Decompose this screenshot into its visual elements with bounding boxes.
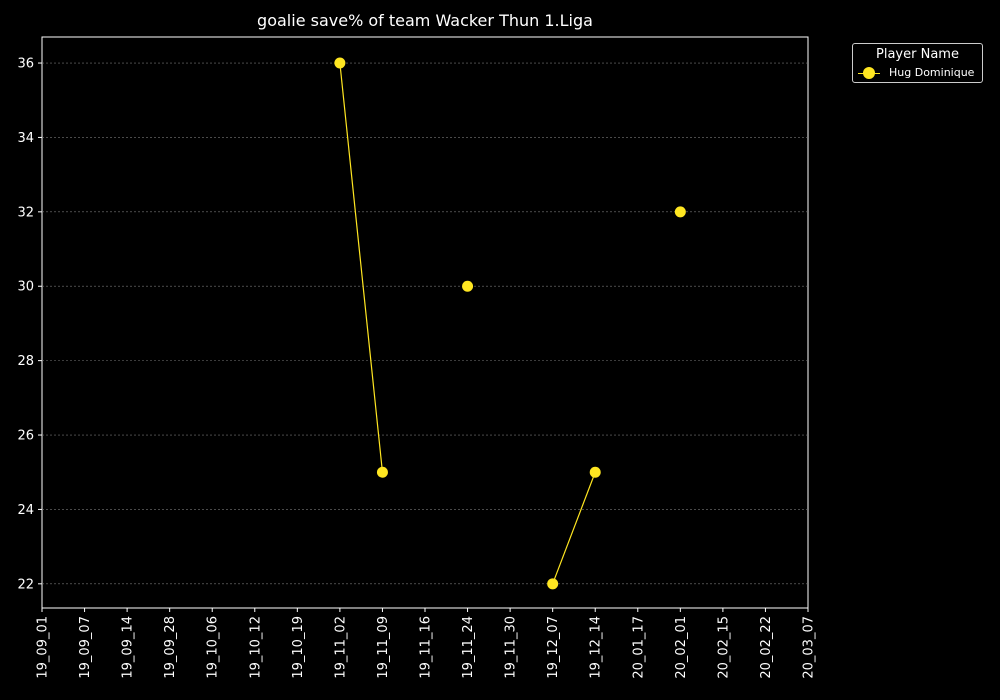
data-point xyxy=(547,578,559,590)
x-tick-label: 19_09_14 xyxy=(121,616,136,679)
x-tick-label: 19_11_02 xyxy=(333,616,348,679)
y-tick-label: 28 xyxy=(17,354,34,369)
series-line-segment xyxy=(552,472,596,585)
x-tick-label: 19_09_01 xyxy=(36,616,51,679)
legend-entry-hug-dominique: Hug Dominique xyxy=(858,66,982,80)
series-line-segment xyxy=(339,62,384,473)
x-tick-label: 19_10_19 xyxy=(291,616,306,679)
x-tick-label: 19_11_16 xyxy=(419,616,434,679)
y-tick-label: 36 xyxy=(17,57,34,72)
data-point xyxy=(376,466,388,478)
x-tick-label: 20_02_22 xyxy=(759,616,774,679)
x-tick-label: 19_09_28 xyxy=(163,616,178,679)
x-tick-label: 19_09_07 xyxy=(78,616,93,679)
legend-marker-swatch xyxy=(863,67,875,79)
y-tick-label: 24 xyxy=(17,503,34,518)
data-point xyxy=(589,466,601,478)
chart-title: goalie save% of team Wacker Thun 1.Liga xyxy=(257,11,593,30)
y-tick-label: 30 xyxy=(17,280,34,295)
x-tick-label: 19_12_14 xyxy=(589,616,604,679)
legend: Player Name Hug Dominique xyxy=(852,43,983,83)
x-tick-label: 19_11_09 xyxy=(376,616,391,679)
x-tick-label: 19_10_12 xyxy=(248,616,263,679)
y-tick-label: 22 xyxy=(17,577,34,592)
x-tick-label: 19_11_30 xyxy=(504,616,519,679)
data-point xyxy=(674,206,686,218)
x-tick-label: 19_11_24 xyxy=(461,616,476,679)
data-point xyxy=(462,280,474,292)
legend-label: Hug Dominique xyxy=(889,66,975,79)
y-tick-label: 26 xyxy=(17,429,34,444)
x-tick-label: 20_01_17 xyxy=(631,616,646,679)
x-tick-label: 20_02_15 xyxy=(716,616,731,679)
data-point xyxy=(334,57,346,69)
x-tick-label: 20_03_07 xyxy=(802,616,817,679)
x-tick-label: 19_12_07 xyxy=(546,616,561,679)
legend-title: Player Name xyxy=(876,47,959,62)
axes-frame xyxy=(41,36,809,609)
x-tick-label: 20_02_01 xyxy=(674,616,689,679)
y-tick-label: 32 xyxy=(17,205,34,220)
x-tick-label: 19_10_06 xyxy=(206,616,221,679)
y-tick-label: 34 xyxy=(17,131,34,146)
